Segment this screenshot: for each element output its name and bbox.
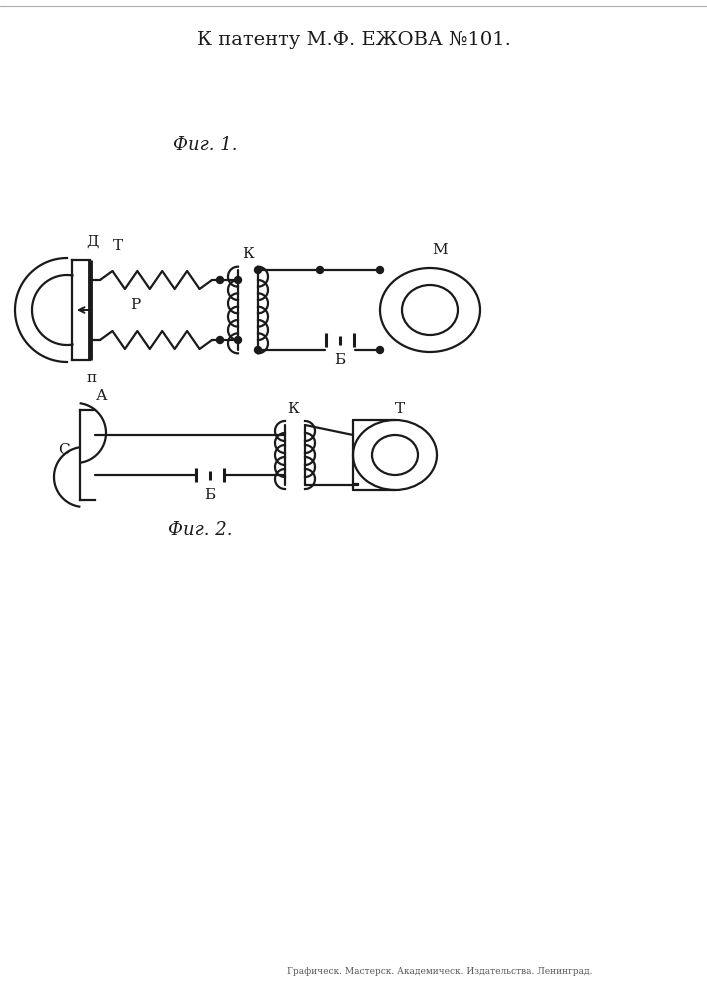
Text: Б: Б bbox=[204, 488, 216, 502]
Circle shape bbox=[255, 347, 262, 354]
Text: К: К bbox=[242, 247, 254, 261]
Text: Р: Р bbox=[130, 298, 140, 312]
Text: Д: Д bbox=[86, 235, 98, 249]
Text: Т: Т bbox=[113, 239, 123, 253]
Circle shape bbox=[235, 276, 242, 284]
Text: М: М bbox=[432, 243, 448, 257]
Text: А: А bbox=[96, 389, 107, 403]
Circle shape bbox=[377, 347, 383, 354]
Text: Б: Б bbox=[334, 353, 346, 367]
Text: Фиг. 1.: Фиг. 1. bbox=[173, 136, 238, 154]
Text: Графическ. Мастерск. Академическ. Издательства. Ленинград.: Графическ. Мастерск. Академическ. Издате… bbox=[287, 968, 592, 976]
Circle shape bbox=[377, 266, 383, 273]
Text: Фиг. 2.: Фиг. 2. bbox=[168, 521, 233, 539]
Circle shape bbox=[317, 266, 324, 273]
Text: С: С bbox=[59, 443, 70, 457]
Text: К патенту М.Ф. ЕЖОВА №101.: К патенту М.Ф. ЕЖОВА №101. bbox=[197, 31, 511, 49]
Circle shape bbox=[216, 276, 223, 284]
Circle shape bbox=[216, 336, 223, 344]
Text: К: К bbox=[287, 402, 299, 416]
Circle shape bbox=[255, 266, 262, 273]
Text: Т: Т bbox=[395, 402, 405, 416]
Circle shape bbox=[235, 336, 242, 344]
Text: п: п bbox=[87, 371, 97, 385]
